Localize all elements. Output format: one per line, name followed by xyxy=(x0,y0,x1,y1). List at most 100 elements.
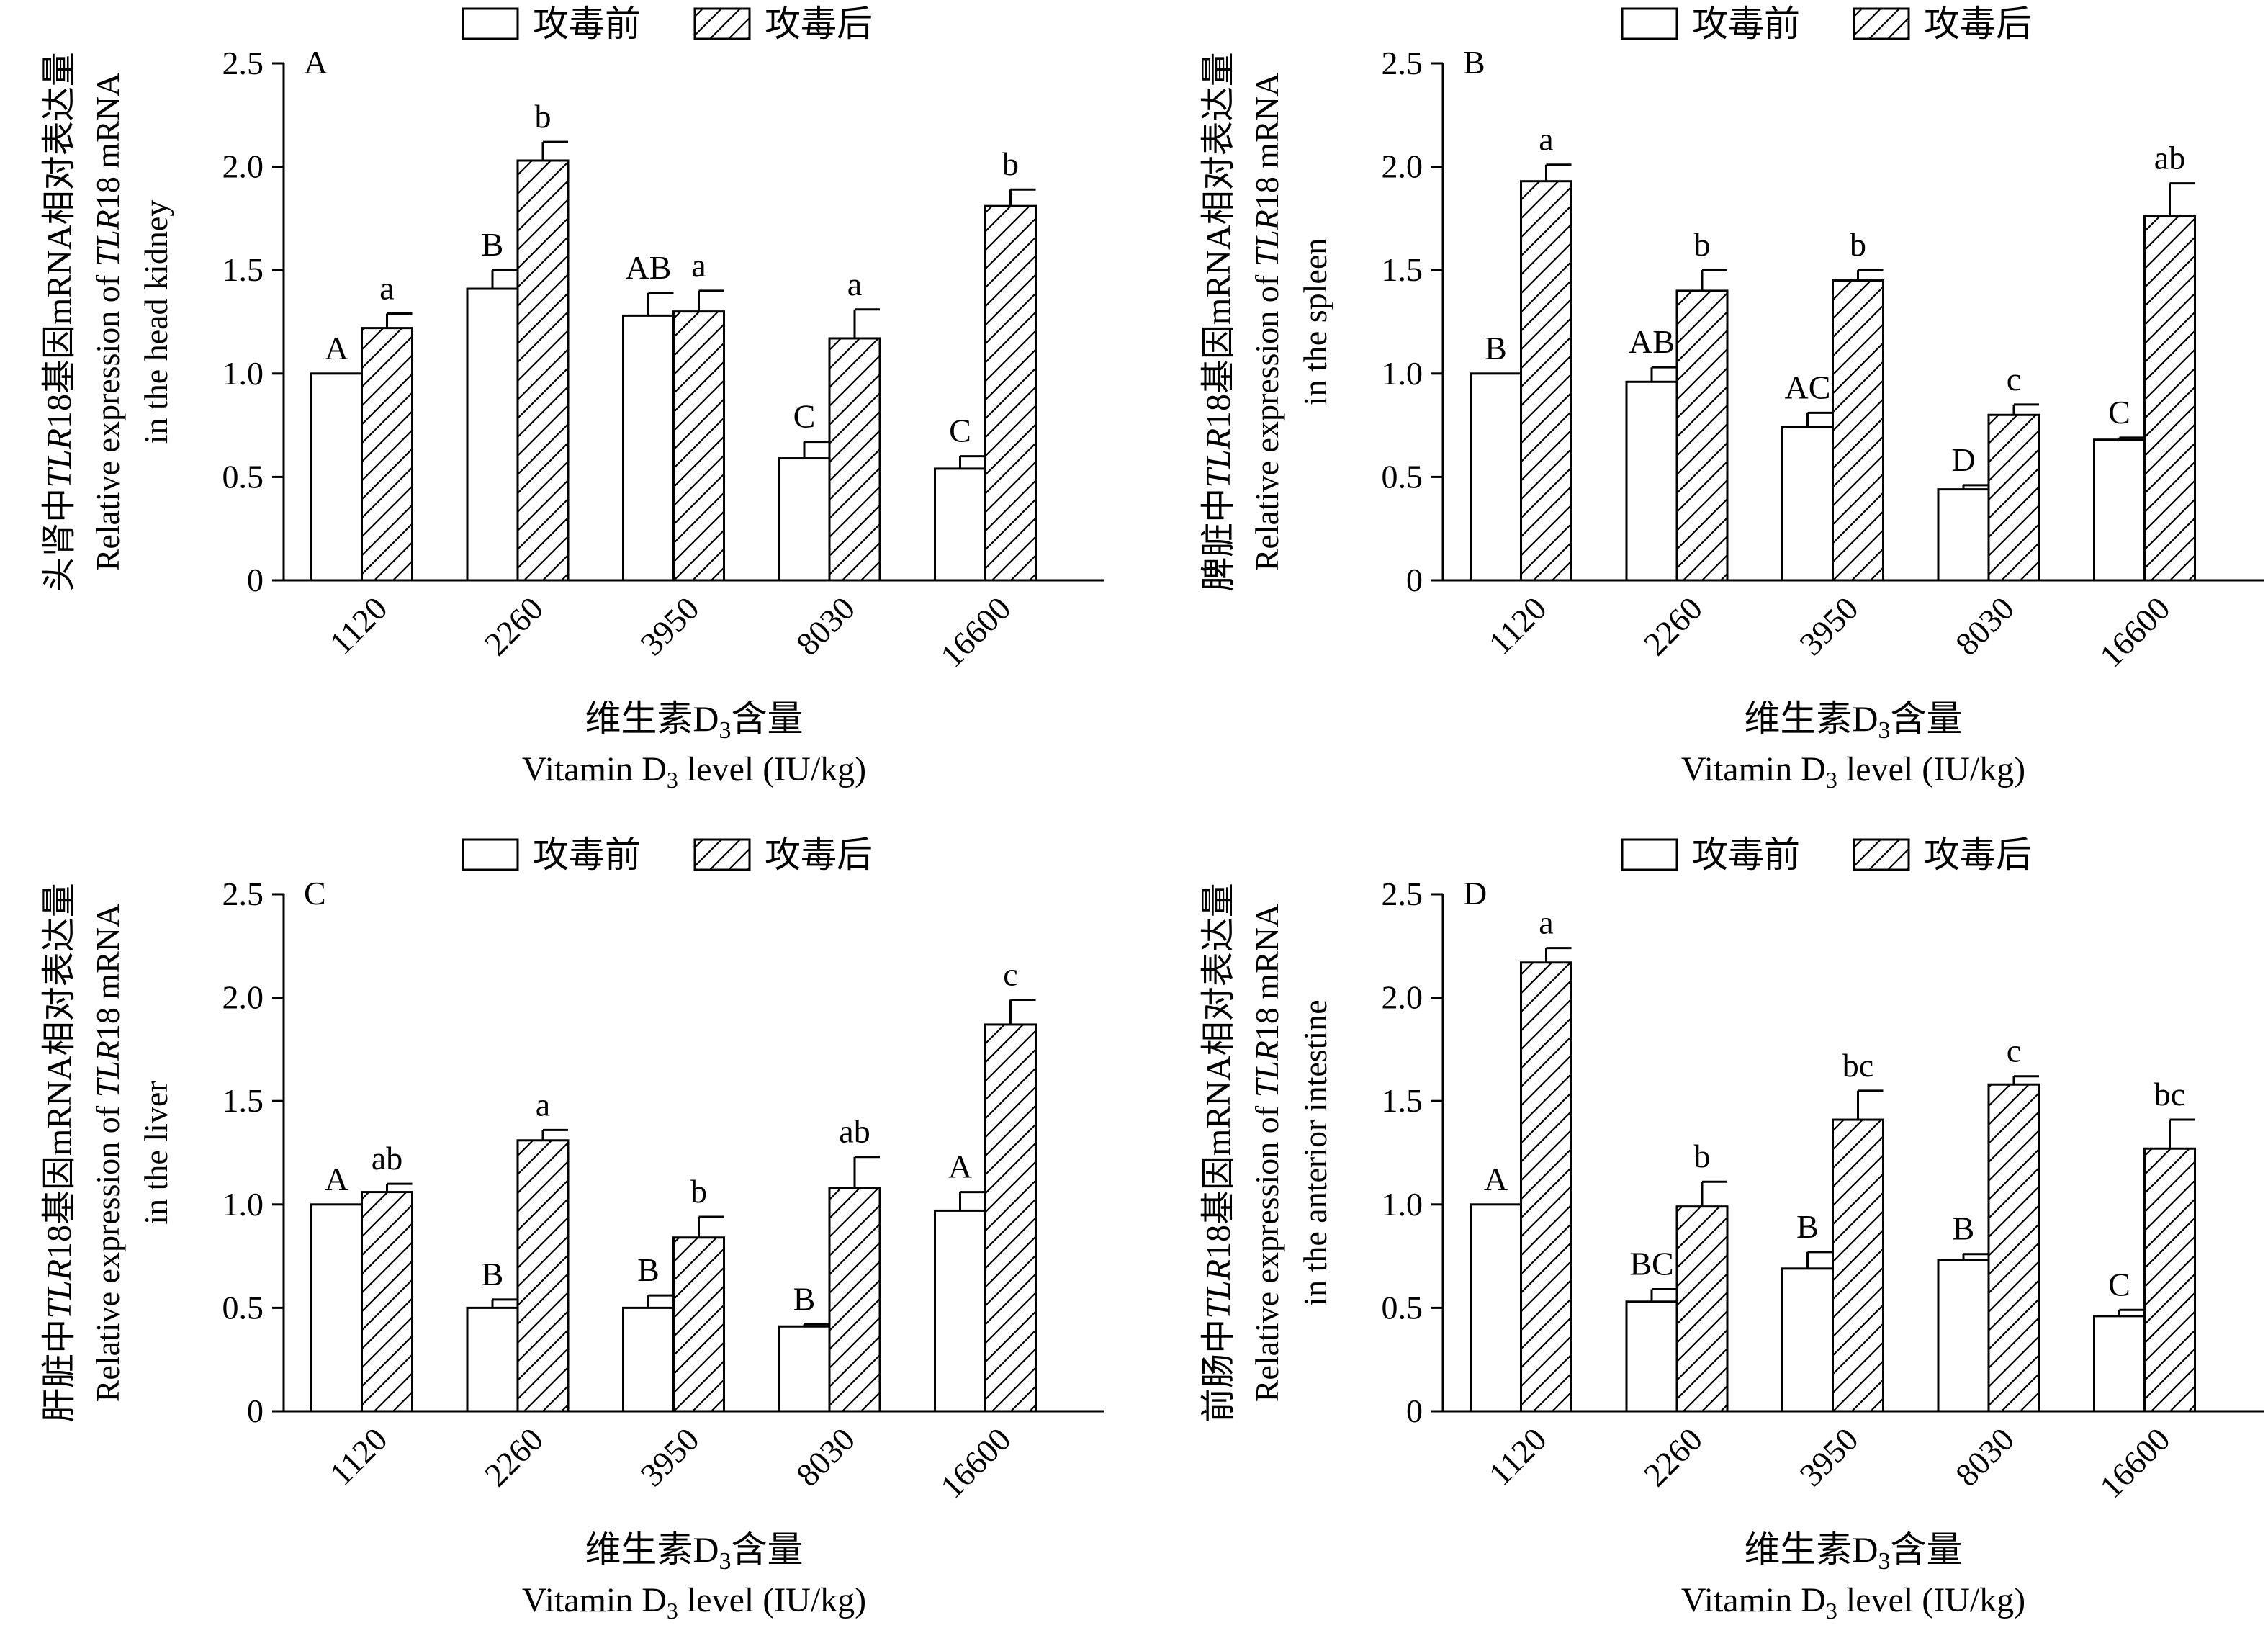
legend-swatch-before xyxy=(1621,7,1678,40)
x-axis-title-cn: 维生素D3含量 xyxy=(1744,1529,1962,1575)
legend-label-after: 攻毒后 xyxy=(1924,4,2032,44)
y-tick-label: 1.5 xyxy=(222,251,264,288)
y-axis-title-en: Relative expression of TLR18 mRNA xyxy=(1248,904,1285,1403)
y-axis-title-en-line2: in the anterior intestine xyxy=(1297,999,1333,1305)
y-tick-label: 0.5 xyxy=(222,1289,264,1326)
legend-swatch-before xyxy=(462,7,519,40)
bar-before xyxy=(622,1306,675,1413)
x-tick-label: 3950 xyxy=(633,1421,706,1493)
x-tick-label: 3950 xyxy=(1792,590,1865,662)
bar-before xyxy=(778,457,831,582)
significance-letter-before: A xyxy=(1484,1161,1508,1197)
bar-after xyxy=(1832,279,1884,582)
x-tick-label: 2260 xyxy=(1637,1421,1709,1493)
x-tick-label: 1120 xyxy=(1482,1421,1554,1493)
y-tick-label: 1.5 xyxy=(1382,1082,1423,1119)
significance-letter-after: a xyxy=(1539,904,1553,941)
y-tick-label: 1.5 xyxy=(222,1082,264,1119)
significance-letter-before: AC xyxy=(1785,369,1831,405)
legend-label-after: 攻毒后 xyxy=(765,835,873,875)
category-group-1120: Aa xyxy=(310,270,413,582)
bar-before xyxy=(934,467,986,582)
category-group-2260: AB b xyxy=(1625,226,1729,582)
y-tick-label: 1.0 xyxy=(222,1186,264,1223)
x-tick-label: 16600 xyxy=(2092,1421,2177,1505)
significance-letter-before: B xyxy=(793,1280,816,1317)
significance-letter-after: c xyxy=(1003,955,1017,992)
bar-before xyxy=(622,314,675,582)
bar-after xyxy=(1675,1205,1729,1413)
significance-letter-after: a xyxy=(691,247,706,284)
x-tick-label: 16600 xyxy=(2092,590,2177,674)
y-tick-label: 2.5 xyxy=(222,876,264,912)
y-tick-label: 2.5 xyxy=(1382,876,1423,912)
legend: 攻毒前 攻毒后 xyxy=(462,4,873,44)
x-tick-label: 3950 xyxy=(1792,1421,1865,1493)
chart-panel-D: 攻毒前 攻毒后 0 0.5 1.0 1.5 2.0 2.5 D 前肠中TLR18基因mRNA相对表… xyxy=(1200,835,2264,1624)
legend-label-before: 攻毒前 xyxy=(533,4,641,44)
x-tick-label: 1120 xyxy=(323,1421,395,1493)
y-tick-label: 2.0 xyxy=(222,979,264,1016)
bar-before xyxy=(1625,380,1678,582)
x-tick-label: 2260 xyxy=(1637,590,1709,662)
y-tick-label: 0 xyxy=(247,562,264,598)
significance-letter-after: b xyxy=(535,98,552,135)
chart-panel-A: 攻毒前 攻毒后 0 0.5 1.0 1.5 2.0 2.5 A 头肾中TLR18基因mRNA相对表… xyxy=(40,4,1104,793)
y-axis-title-en: Relative expression of TLR18 mRNA xyxy=(89,904,126,1403)
legend: 攻毒前 攻毒后 xyxy=(1621,835,2032,875)
significance-letter-after: bc xyxy=(1842,1047,1873,1084)
bar-after xyxy=(1987,1083,2040,1413)
category-group-2260: Bb xyxy=(466,98,570,582)
y-axis-title-cn: 前肠中TLR18基因mRNA相对表达量 xyxy=(1200,883,1238,1422)
y-axis-title-en-line2: in the liver xyxy=(138,1081,174,1224)
bar-after xyxy=(2143,1147,2196,1413)
panel-label: A xyxy=(304,44,328,81)
category-group-2260: Ba xyxy=(466,1086,570,1413)
bar-after xyxy=(1675,289,1729,582)
x-tick-label: 8030 xyxy=(1948,590,2021,662)
significance-letter-before: D xyxy=(1951,441,1975,478)
bar-before xyxy=(1781,1267,1834,1413)
x-tick-label: 1120 xyxy=(1482,590,1554,662)
bar-before xyxy=(466,1306,519,1413)
significance-letter-after: a xyxy=(1539,121,1553,158)
category-group-16600: Cb xyxy=(934,145,1037,582)
legend-label-after: 攻毒后 xyxy=(1924,835,2032,875)
category-group-16600: Cab xyxy=(2093,140,2196,582)
significance-letter-before: A xyxy=(325,1161,348,1197)
y-tick-label: 2.0 xyxy=(1382,979,1423,1016)
y-tick-label: 0 xyxy=(247,1393,264,1429)
significance-letter-after: c xyxy=(2007,1033,2021,1069)
x-tick-label: 8030 xyxy=(789,590,862,662)
significance-letter-before: B xyxy=(637,1251,660,1288)
bar-before xyxy=(1470,1203,1522,1413)
y-tick-label: 2.5 xyxy=(222,45,264,81)
legend-label-before: 攻毒前 xyxy=(533,835,641,875)
x-tick-label: 8030 xyxy=(1948,1421,2021,1493)
bar-before xyxy=(466,287,519,582)
y-tick-label: 0.5 xyxy=(1382,1289,1423,1326)
category-group-16600: Cbc xyxy=(2093,1076,2196,1413)
bar-after xyxy=(1520,961,1572,1413)
bar-before xyxy=(2093,438,2146,582)
bar-before xyxy=(2093,1315,2146,1413)
category-group-8030: Ca xyxy=(778,266,881,582)
legend-swatch-after xyxy=(1853,838,1910,871)
bar-after xyxy=(1987,413,2040,582)
y-tick-label: 2.0 xyxy=(222,148,264,185)
chart-panel-B: 攻毒前 攻毒后 0 0.5 1.0 1.5 2.0 2.5 B 脾脏中TLR18基因mRNA相对表… xyxy=(1200,4,2264,793)
significance-letter-after: a xyxy=(536,1086,550,1123)
y-tick-label: 2.0 xyxy=(1382,148,1423,185)
significance-letter-before: C xyxy=(793,398,816,435)
significance-letter-after: c xyxy=(2007,361,2021,397)
significance-letter-after: b xyxy=(690,1173,707,1210)
x-tick-label: 2260 xyxy=(477,590,550,662)
bar-after xyxy=(984,204,1037,582)
significance-letter-before: C xyxy=(949,413,971,449)
x-tick-label: 8030 xyxy=(789,1421,862,1493)
category-group-1120: Aa xyxy=(1470,904,1572,1413)
legend-swatch-after xyxy=(693,838,751,871)
legend-swatch-after xyxy=(1853,7,1910,40)
chart-panel-C: 攻毒前 攻毒后 0 0.5 1.0 1.5 2.0 2.5 C 肝脏中TLR18基因mRNA相对表… xyxy=(40,835,1104,1624)
legend-label-before: 攻毒前 xyxy=(1692,4,1800,44)
